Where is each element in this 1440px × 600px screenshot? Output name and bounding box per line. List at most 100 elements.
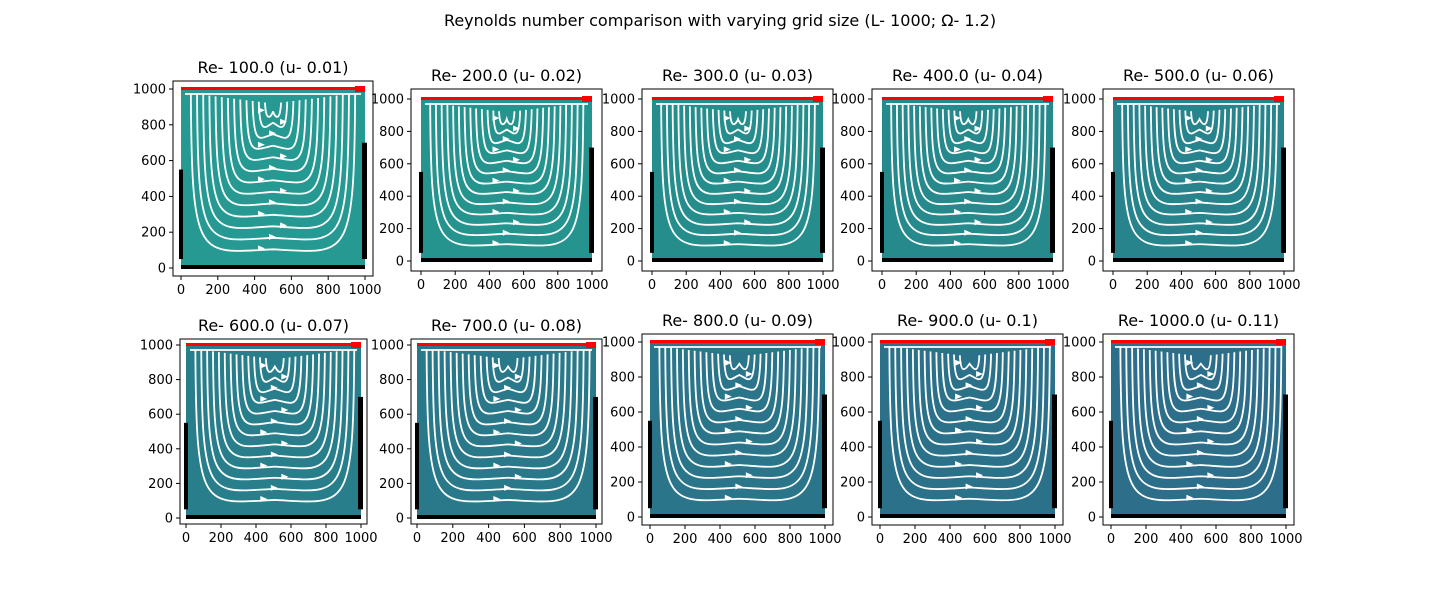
- streamlines: [654, 346, 821, 502]
- streamline-arrow: [257, 245, 265, 252]
- subplot-title: Re- 300.0 (u- 0.03): [662, 66, 813, 85]
- streamline-arrow: [493, 395, 501, 402]
- y-tick-label: 400: [610, 190, 635, 205]
- y-tick-label: 800: [610, 371, 635, 386]
- streamline-arrow: [492, 177, 500, 184]
- x-tick-label: 400: [242, 283, 267, 298]
- streamlines: [190, 349, 357, 503]
- lid-corner: [351, 342, 361, 348]
- streamline: [1131, 347, 1271, 479]
- y-tick-label: 0: [627, 511, 635, 526]
- streamline: [923, 350, 1016, 435]
- streamline-arrow: [1196, 382, 1204, 389]
- streamlines: [1117, 102, 1280, 247]
- streamline-arrow: [965, 382, 973, 389]
- streamline: [1155, 107, 1244, 185]
- streamline: [1132, 104, 1267, 226]
- streamline-arrow: [744, 125, 752, 132]
- streamline-arrow: [492, 208, 500, 215]
- streamline-arrow: [1207, 472, 1215, 479]
- subplot-title: Re- 400.0 (u- 0.04): [892, 66, 1043, 85]
- y-tick-label: 600: [610, 157, 635, 172]
- lid-corner: [355, 86, 365, 92]
- streamline: [941, 109, 995, 155]
- streamline: [658, 346, 821, 502]
- y-tick-label: 200: [379, 477, 404, 492]
- streamline-arrow: [492, 240, 500, 247]
- x-tick-label: 600: [743, 532, 768, 547]
- wall-streak: [1281, 147, 1286, 253]
- streamline-arrow: [504, 418, 512, 425]
- streamline: [918, 106, 1018, 195]
- streamline-arrow: [974, 125, 982, 132]
- wall-streak: [1109, 420, 1113, 509]
- streamline-arrow: [514, 373, 522, 380]
- streamline-arrow: [974, 219, 982, 226]
- x-tick-label: 0: [182, 531, 190, 546]
- streamline-arrow: [1186, 461, 1194, 467]
- wall-streak: [882, 258, 1053, 262]
- streamlines: [185, 93, 361, 252]
- streamline: [425, 349, 591, 503]
- wall-streak: [1050, 147, 1055, 253]
- x-tick-label: 1000: [348, 283, 381, 298]
- streamline: [705, 352, 774, 413]
- streamline-arrow: [269, 199, 276, 206]
- streamline: [223, 352, 326, 448]
- x-tick-label: 0: [878, 278, 886, 293]
- y-tick-label: 1000: [602, 336, 635, 351]
- streamline: [958, 355, 981, 371]
- streamline-arrow: [735, 483, 743, 490]
- streamline-arrow: [724, 359, 732, 366]
- streamline-arrow: [955, 427, 963, 434]
- streamline: [1137, 348, 1265, 468]
- lid-corner: [815, 339, 825, 345]
- streamline: [208, 95, 338, 218]
- y-tick-label: 800: [379, 373, 404, 388]
- streamline: [688, 106, 788, 195]
- streamline-arrow: [1186, 393, 1194, 400]
- streamline-arrow: [270, 451, 278, 458]
- y-tick-label: 1000: [1063, 336, 1096, 351]
- subplot-title: Re- 800.0 (u- 0.09): [662, 311, 813, 330]
- streamline-arrow: [514, 440, 522, 447]
- x-tick-label: 400: [1169, 532, 1194, 547]
- subplot-7: 0 200 400 600 800 1000 0 200 400 600 800 1000 Re- 70…: [371, 316, 613, 546]
- subplot-title: Re- 600.0 (u- 0.07): [198, 316, 349, 335]
- streamline: [1138, 105, 1261, 216]
- streamline: [463, 107, 550, 185]
- streamline: [1119, 346, 1283, 502]
- streamline: [729, 111, 747, 126]
- streamline-arrow: [492, 146, 500, 153]
- streamline-arrow: [1186, 427, 1194, 434]
- streamline-arrow: [954, 208, 962, 215]
- wall-streak: [358, 396, 363, 510]
- wall-streak: [1113, 258, 1284, 262]
- streamline: [901, 104, 1035, 226]
- streamline-arrow: [974, 156, 982, 163]
- subplot-6: 0 200 400 600 800 1000 0 200 400 600 800 1000 Re- 60…: [140, 316, 378, 546]
- streamline: [1184, 354, 1218, 381]
- y-tick-label: 0: [396, 255, 404, 270]
- x-tick-label: 1000: [575, 278, 608, 293]
- streamlines: [886, 102, 1049, 247]
- wall-streak: [652, 258, 823, 262]
- y-tick-label: 800: [840, 125, 865, 140]
- streamline-arrow: [514, 406, 522, 413]
- y-tick-label: 600: [610, 406, 635, 421]
- x-tick-label: 200: [440, 531, 465, 546]
- lid-corner: [586, 342, 596, 348]
- x-tick-label: 400: [476, 531, 501, 546]
- y-tick-label: 200: [379, 222, 404, 237]
- streamline: [1154, 350, 1247, 435]
- wall-streak: [419, 171, 423, 253]
- y-tick-label: 0: [857, 511, 865, 526]
- x-tick-label: 800: [548, 531, 573, 546]
- streamline: [1166, 352, 1236, 413]
- subplot-grid: 0 200 400 600 800 1000 0 200 400 600 800 1000 Re- 10…: [133, 58, 1303, 547]
- x-tick-label: 600: [1203, 278, 1228, 293]
- streamline-arrow: [964, 135, 972, 142]
- x-tick-label: 1000: [1038, 532, 1071, 547]
- streamline-arrow: [513, 188, 521, 195]
- streamline-arrow: [964, 198, 972, 205]
